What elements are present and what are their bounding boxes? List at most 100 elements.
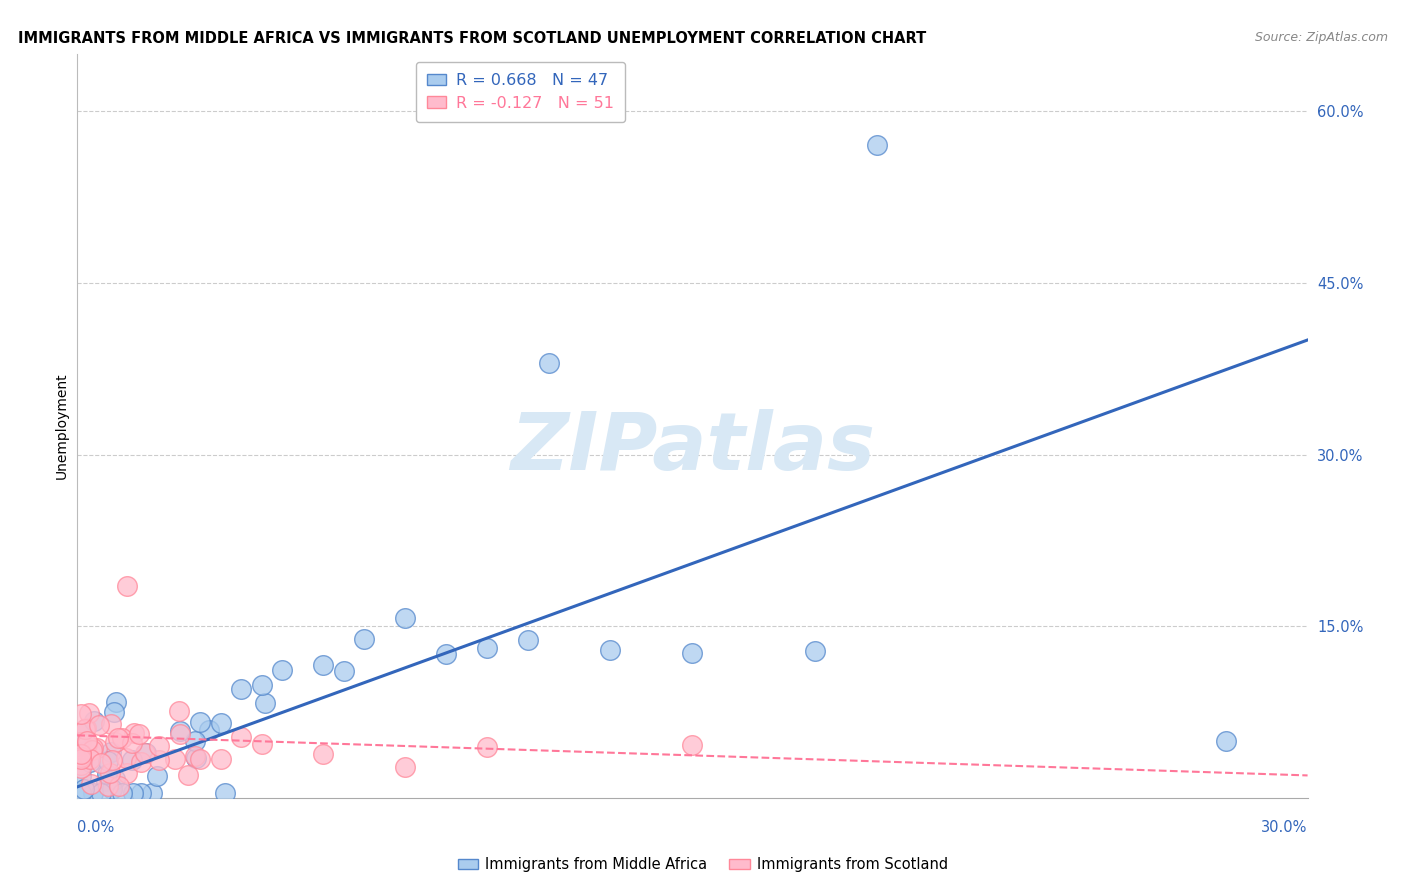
Point: [866, 138, 889, 153]
Point: [86, 740, 108, 755]
Point: [250, 678, 273, 692]
Point: [70, 761, 93, 775]
Point: [169, 727, 191, 741]
Point: [70, 737, 93, 751]
Point: [198, 723, 221, 737]
Point: [70, 758, 93, 772]
Point: [312, 658, 335, 673]
Point: [103, 706, 125, 720]
Point: [129, 786, 152, 800]
Legend: R = 0.668   N = 47, R = -0.127   N = 51: R = 0.668 N = 47, R = -0.127 N = 51: [416, 62, 624, 122]
Point: [214, 786, 236, 800]
Point: [70, 769, 93, 783]
Point: [76, 734, 98, 748]
Point: [107, 731, 129, 745]
Point: [104, 735, 127, 749]
Point: [70, 747, 93, 762]
Point: [682, 646, 704, 660]
Point: [79, 755, 101, 769]
Point: [517, 633, 540, 648]
Point: [312, 747, 335, 762]
Text: Source: ZipAtlas.com: Source: ZipAtlas.com: [1254, 31, 1388, 45]
Point: [231, 682, 253, 697]
Point: [135, 747, 157, 761]
Point: [254, 697, 277, 711]
Text: 0.0%: 0.0%: [77, 821, 114, 835]
Point: [101, 754, 124, 768]
Point: [121, 736, 143, 750]
Point: [188, 752, 212, 766]
Point: [80, 777, 103, 791]
Point: [353, 632, 375, 646]
Point: [148, 739, 170, 753]
Point: [231, 730, 253, 744]
Point: [70, 786, 93, 800]
Point: [79, 752, 101, 766]
Point: [599, 643, 621, 657]
Point: [73, 781, 96, 796]
Point: [70, 747, 93, 761]
Point: [94, 773, 117, 788]
Point: [188, 714, 212, 729]
Point: [108, 779, 131, 793]
Point: [70, 752, 93, 766]
Point: [75, 722, 97, 736]
Point: [98, 765, 121, 780]
Point: [209, 716, 232, 731]
Point: [104, 772, 127, 786]
Point: [682, 738, 704, 752]
Point: [70, 735, 93, 749]
Point: [177, 768, 200, 782]
Point: [75, 721, 97, 735]
Point: [129, 755, 152, 769]
Point: [96, 767, 118, 781]
Point: [115, 579, 138, 593]
Point: [87, 717, 110, 731]
Point: [90, 786, 112, 800]
Point: [82, 786, 104, 800]
Point: [97, 754, 120, 768]
Point: [209, 752, 232, 766]
Text: IMMIGRANTS FROM MIDDLE AFRICA VS IMMIGRANTS FROM SCOTLAND UNEMPLOYMENT CORRELATI: IMMIGRANTS FROM MIDDLE AFRICA VS IMMIGRA…: [18, 31, 927, 46]
Point: [271, 663, 294, 677]
Point: [141, 786, 163, 800]
Point: [105, 695, 128, 709]
Point: [134, 746, 156, 760]
Point: [100, 746, 122, 760]
Point: [148, 753, 170, 767]
Point: [70, 707, 93, 722]
Legend: Immigrants from Middle Africa, Immigrants from Scotland: Immigrants from Middle Africa, Immigrant…: [451, 851, 955, 878]
Point: [537, 356, 560, 370]
Point: [77, 706, 100, 721]
Point: [115, 765, 138, 780]
Text: ZIPatlas: ZIPatlas: [510, 409, 875, 487]
Point: [70, 725, 93, 739]
Point: [436, 647, 458, 661]
Point: [394, 760, 416, 774]
Point: [90, 756, 112, 771]
Point: [82, 741, 104, 756]
Point: [111, 786, 134, 800]
Point: [477, 641, 499, 656]
Point: [333, 664, 356, 678]
Y-axis label: Unemployment: Unemployment: [55, 373, 69, 479]
Point: [184, 734, 207, 748]
Point: [124, 726, 146, 740]
Point: [83, 714, 105, 728]
Point: [122, 786, 145, 800]
Point: [163, 752, 186, 766]
Point: [394, 611, 416, 625]
Point: [77, 741, 100, 756]
Point: [100, 782, 122, 797]
Point: [184, 748, 207, 763]
Point: [80, 743, 103, 757]
Point: [804, 644, 827, 658]
Point: [121, 753, 143, 767]
Point: [184, 751, 207, 765]
Point: [169, 704, 191, 718]
Point: [111, 731, 134, 745]
Text: 30.0%: 30.0%: [1261, 821, 1308, 835]
Point: [76, 737, 98, 751]
Point: [1215, 734, 1237, 748]
Point: [70, 750, 93, 764]
